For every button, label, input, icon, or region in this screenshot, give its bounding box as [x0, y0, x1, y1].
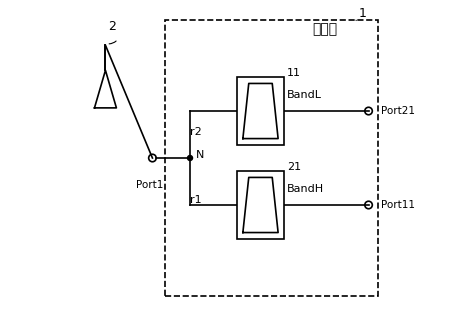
Text: 21: 21 [287, 162, 301, 173]
Text: N: N [196, 150, 205, 160]
Text: Port1: Port1 [136, 180, 163, 190]
Text: r1: r1 [191, 195, 202, 205]
Text: 多工器: 多工器 [312, 22, 337, 37]
Text: BandH: BandH [287, 184, 324, 194]
Text: 2: 2 [108, 20, 116, 33]
Text: Port21: Port21 [381, 106, 415, 116]
Text: r2: r2 [191, 127, 202, 137]
Text: 11: 11 [287, 69, 301, 78]
Text: Port11: Port11 [381, 200, 415, 210]
Text: BandL: BandL [287, 90, 322, 100]
Bar [237, 171, 284, 240]
Text: 1: 1 [358, 7, 366, 21]
Circle shape [188, 155, 192, 161]
Bar [237, 76, 284, 145]
